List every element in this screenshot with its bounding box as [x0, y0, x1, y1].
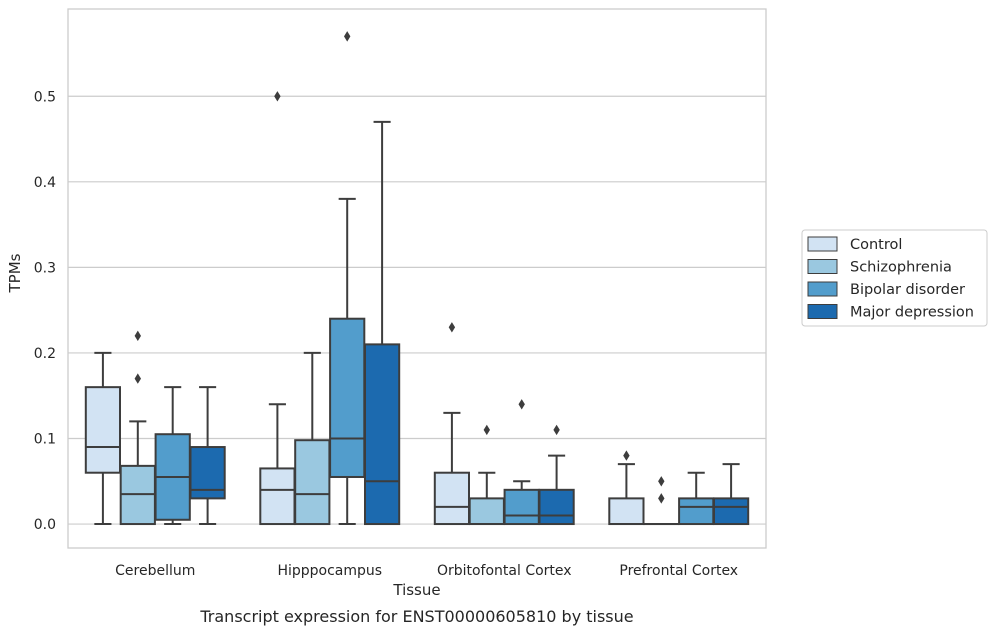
outlier-marker: [623, 450, 630, 461]
box-group: [678, 471, 715, 526]
legend-swatch: [807, 236, 838, 252]
box: [712, 497, 750, 526]
boxes: [84, 31, 750, 526]
y-axis-ticks: 0.0 0.1 0.2 0.3 0.4 0.5: [34, 89, 56, 533]
legend-label: Bipolar disorder: [850, 282, 965, 298]
box-group: [538, 424, 575, 526]
y-tick-label: 0.1: [34, 431, 56, 447]
outlier-marker: [553, 424, 560, 436]
box: [329, 317, 366, 478]
box-group: [608, 450, 645, 526]
x-tick-label: Hipppocampus: [277, 563, 382, 579]
box-group: [189, 386, 226, 526]
box: [608, 497, 645, 526]
y-tick-label: 0.4: [34, 175, 56, 191]
legend-label: Control: [850, 237, 902, 253]
box-group: [294, 351, 331, 526]
x-tick-label: Orbitofontal Cortex: [437, 563, 572, 579]
outlier-marker: [658, 476, 665, 487]
box-group: [84, 351, 122, 526]
box: [503, 488, 540, 526]
box-group: [363, 120, 401, 526]
chart-caption: Transcript expression for ENST0000060581…: [199, 607, 633, 626]
outlier-marker: [134, 373, 141, 384]
legend-swatch: [807, 281, 838, 297]
y-tick-label: 0.2: [34, 346, 56, 362]
outlier-marker: [274, 91, 281, 102]
box-group: [503, 399, 540, 526]
box: [468, 497, 505, 526]
box-group: [468, 424, 505, 526]
outlier-marker: [134, 330, 141, 342]
legend-frame: [801, 229, 988, 327]
outlier-marker: [344, 31, 351, 42]
legend-swatch: [807, 304, 838, 319]
box: [84, 386, 122, 474]
box: [678, 497, 715, 526]
x-tick-label: Prefrontal Cortex: [619, 563, 738, 579]
y-axis-label: TPMs: [6, 253, 24, 293]
box-group: [119, 330, 156, 526]
outlier-marker: [448, 322, 456, 333]
legend: Control Schizophrenia Bipolar disorder Majo…: [801, 229, 988, 327]
box-group: [259, 91, 296, 526]
x-axis-ticks: Cerebellum Hipppocampus Orbitofontal Corte…: [115, 563, 738, 579]
box: [363, 343, 401, 526]
y-tick-label: 0.0: [34, 517, 56, 533]
outlier-marker: [518, 399, 525, 410]
box-group: [329, 31, 366, 526]
box: [259, 467, 296, 526]
box-group: [643, 476, 680, 526]
x-axis-label: Tissue: [392, 581, 440, 599]
legend-label: Schizophrenia: [850, 260, 952, 276]
legend-label: Major depression: [850, 305, 974, 321]
outlier-marker: [658, 493, 665, 504]
y-tick-label: 0.5: [34, 89, 56, 105]
box-group: [712, 463, 750, 526]
legend-swatch: [807, 259, 838, 274]
x-tick-label: Cerebellum: [115, 563, 195, 579]
plot-area: [67, 8, 767, 549]
box-group: [154, 386, 191, 526]
y-tick-label: 0.3: [34, 260, 56, 276]
outlier-marker: [483, 424, 490, 436]
box: [294, 439, 331, 526]
box: [433, 471, 471, 526]
box: [538, 488, 575, 526]
